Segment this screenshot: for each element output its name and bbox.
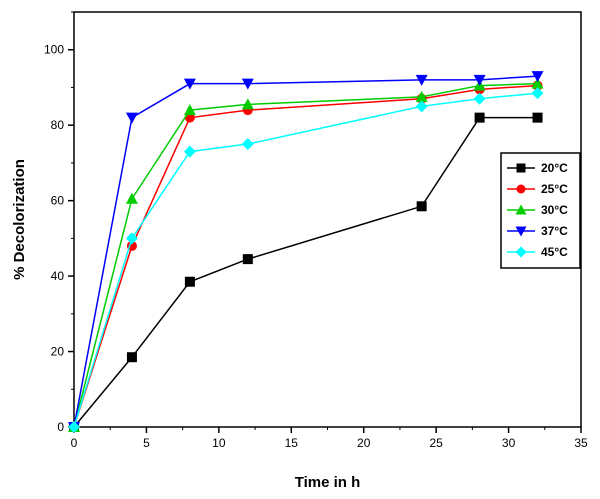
legend-entry: 25°C	[507, 182, 568, 196]
legend-label: 20°C	[541, 161, 568, 175]
x-axis-title: Time in h	[295, 474, 361, 491]
data-point	[242, 254, 253, 265]
y-axis-title: % Decolorization	[11, 159, 28, 280]
legend-entry: 20°C	[507, 161, 568, 175]
data-point	[126, 352, 137, 363]
x-tick-label: 5	[143, 436, 150, 450]
legend-marker	[515, 226, 527, 237]
y-tick-label: 0	[57, 420, 64, 434]
y-tick-label: 20	[51, 345, 65, 359]
series-0	[69, 112, 543, 432]
x-tick-label: 25	[429, 436, 443, 450]
series-line	[73, 75, 538, 428]
data-point	[415, 90, 428, 102]
series-layer	[68, 71, 544, 433]
y-tick-label: 100	[44, 43, 64, 57]
data-point	[473, 74, 486, 86]
data-point	[531, 77, 544, 89]
data-point	[125, 232, 138, 245]
data-point	[241, 138, 254, 151]
legend: 20°C 25°C 30°C 37°C 45°C	[500, 152, 581, 269]
data-point	[415, 100, 428, 113]
legend-entry: 30°C	[507, 203, 568, 217]
data-point	[531, 87, 544, 100]
axes: 0 5 10 15 20 25 30 35 0 20 40 60 80 100	[44, 11, 588, 450]
x-tick-label: 0	[71, 436, 78, 450]
data-point	[183, 104, 196, 116]
x-tick-label: 15	[285, 436, 299, 450]
legend-label: 30°C	[541, 203, 568, 217]
x-tick-label: 20	[357, 436, 371, 450]
series-line	[73, 84, 538, 428]
data-point	[241, 98, 254, 110]
data-point	[241, 78, 254, 90]
legend-label: 45°C	[541, 245, 568, 259]
data-point	[184, 276, 195, 287]
legend-label: 25°C	[541, 182, 568, 196]
x-tick-label: 10	[212, 436, 226, 450]
data-point	[415, 74, 428, 86]
legend-marker	[516, 184, 526, 194]
series-line	[73, 116, 538, 428]
data-point	[125, 112, 138, 124]
series-3	[68, 71, 544, 433]
data-point	[474, 112, 485, 123]
series-4	[68, 87, 544, 433]
x-tick-label: 30	[502, 436, 516, 450]
data-point	[531, 71, 544, 83]
data-point	[532, 112, 543, 123]
data-point	[68, 421, 80, 433]
series-line	[73, 92, 538, 428]
data-point	[416, 201, 427, 212]
series-1	[69, 80, 543, 432]
data-point	[473, 92, 486, 105]
x-tick-label: 35	[574, 436, 588, 450]
legend-marker	[515, 246, 527, 258]
y-tick-label: 80	[51, 118, 65, 132]
data-point	[125, 192, 138, 204]
legend-entry: 45°C	[507, 245, 568, 259]
legend-marker	[515, 204, 527, 215]
y-tick-label: 60	[51, 194, 65, 208]
legend-marker	[516, 163, 526, 173]
data-point	[183, 78, 196, 90]
legend-entry: 37°C	[507, 224, 568, 238]
legend-label: 37°C	[541, 224, 568, 238]
data-point	[183, 145, 196, 158]
y-tick-label: 40	[51, 269, 65, 283]
